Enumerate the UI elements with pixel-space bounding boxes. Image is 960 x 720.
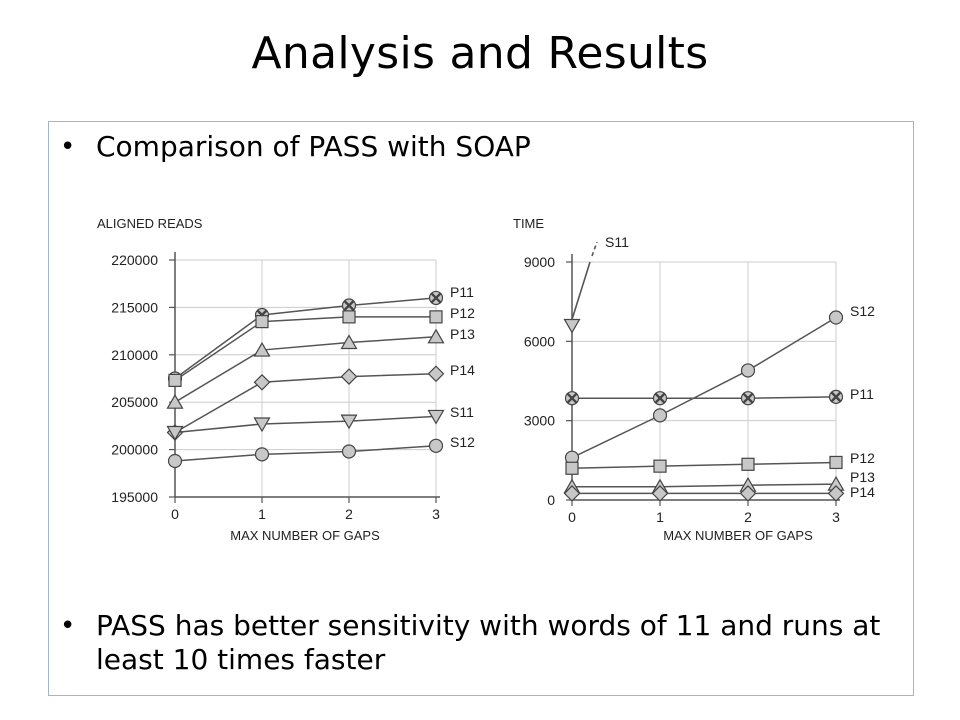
x-tick-label: 2	[345, 506, 353, 522]
series-line-s11	[571, 261, 591, 320]
series-label-p13: P13	[450, 326, 475, 342]
series-label-s11: S11	[450, 404, 474, 420]
series-line-p13	[572, 483, 837, 488]
content-box	[48, 121, 914, 696]
series-line-p12	[174, 316, 436, 382]
data-point-p12	[342, 310, 356, 324]
x-tick-label: 1	[656, 509, 664, 525]
data-point-p11	[564, 391, 580, 406]
series-label-p14: P14	[850, 484, 875, 500]
data-point-p12	[168, 373, 182, 387]
series-line-s11	[174, 415, 437, 434]
data-point-s12	[254, 447, 270, 462]
series-label-p14: P14	[450, 362, 475, 378]
data-point-p14	[827, 485, 845, 502]
data-point-p12	[653, 459, 667, 473]
data-point-p11	[740, 391, 756, 406]
x-axis-title: MAX NUMBER OF GAPS	[663, 528, 813, 543]
series-line-p13	[174, 336, 437, 403]
y-axis-title: TIME	[513, 216, 544, 231]
series-line-p14	[174, 373, 437, 434]
series-line-p11	[572, 396, 837, 399]
x-tick-label: 1	[258, 506, 266, 522]
y-tick-label: 205000	[111, 394, 158, 410]
data-point-p14	[563, 485, 581, 502]
y-axis-title: ALIGNED READS	[97, 216, 203, 231]
data-point-p13	[166, 393, 184, 409]
series-label-p11: P11	[850, 386, 874, 402]
series-line-p12	[571, 461, 837, 470]
data-point-s12	[652, 408, 668, 423]
data-point-s11	[166, 425, 184, 441]
series-label-p12: P12	[850, 450, 875, 466]
series-label-p13: P13	[850, 469, 875, 485]
data-point-s12	[740, 363, 756, 378]
bullet-text-content: PASS has better sensitivity with words o…	[96, 609, 881, 676]
y-tick-label: 215000	[111, 299, 158, 315]
series-line-s11-offscale	[591, 241, 598, 257]
bullet-text: PASS has better sensitivity with words o…	[96, 609, 886, 677]
data-point-p13	[427, 328, 445, 344]
data-point-p12	[741, 457, 755, 471]
data-point-p14	[253, 373, 271, 391]
data-point-s11	[427, 409, 445, 425]
x-tick-label: 0	[568, 509, 576, 525]
data-point-s12	[341, 444, 357, 459]
y-tick-label: 3000	[524, 413, 555, 429]
data-point-p13	[253, 341, 271, 357]
y-tick-label: 200000	[111, 442, 158, 458]
data-point-s11	[563, 318, 581, 334]
series-label-p12: P12	[450, 305, 475, 321]
data-point-p12	[255, 315, 269, 329]
y-tick-label: 195000	[111, 489, 158, 505]
data-point-p11	[828, 389, 844, 404]
data-point-s11	[340, 414, 358, 430]
bullet-item: • Comparison of PASS with SOAP	[60, 130, 860, 164]
x-tick-label: 3	[432, 506, 440, 522]
y-tick-label: 0	[547, 492, 555, 508]
y-tick-label: 220000	[111, 252, 158, 268]
data-point-p13	[340, 334, 358, 350]
y-tick-label: 210000	[111, 347, 158, 363]
data-point-p14	[340, 368, 358, 385]
x-tick-label: 3	[832, 509, 840, 525]
data-point-p11	[652, 391, 668, 406]
bullet-dot-icon: •	[60, 611, 76, 641]
data-point-p14	[427, 365, 445, 383]
series-label-s11: S11	[605, 234, 629, 250]
series-label-s12: S12	[450, 434, 475, 450]
data-point-s12	[167, 453, 183, 469]
data-point-s11	[253, 417, 271, 433]
data-point-p14	[651, 485, 669, 502]
bullet-item: • PASS has better sensitivity with words…	[60, 609, 900, 681]
data-point-s12	[828, 310, 844, 325]
slide-title: Analysis and Results	[251, 28, 709, 79]
series-label-s12: S12	[850, 303, 875, 319]
bullet-dot-icon: •	[60, 132, 76, 162]
series-line-p11	[174, 297, 437, 380]
data-point-p12	[429, 310, 443, 324]
x-tick-label: 0	[171, 506, 179, 522]
data-point-p11	[428, 290, 444, 306]
data-point-p12	[829, 455, 843, 470]
series-label-p11: P11	[450, 284, 474, 300]
data-point-p12	[565, 461, 579, 475]
series-line-s12	[174, 445, 437, 462]
data-point-p14	[739, 485, 757, 502]
bullet-text: Comparison of PASS with SOAP	[96, 130, 531, 163]
x-axis-title: MAX NUMBER OF GAPS	[230, 528, 380, 543]
data-point-s12	[428, 438, 444, 453]
y-tick-label: 6000	[524, 333, 555, 349]
series-line-s12	[571, 316, 837, 459]
data-point-p11	[341, 298, 357, 313]
x-tick-label: 2	[744, 509, 752, 525]
y-tick-label: 9000	[524, 254, 555, 270]
